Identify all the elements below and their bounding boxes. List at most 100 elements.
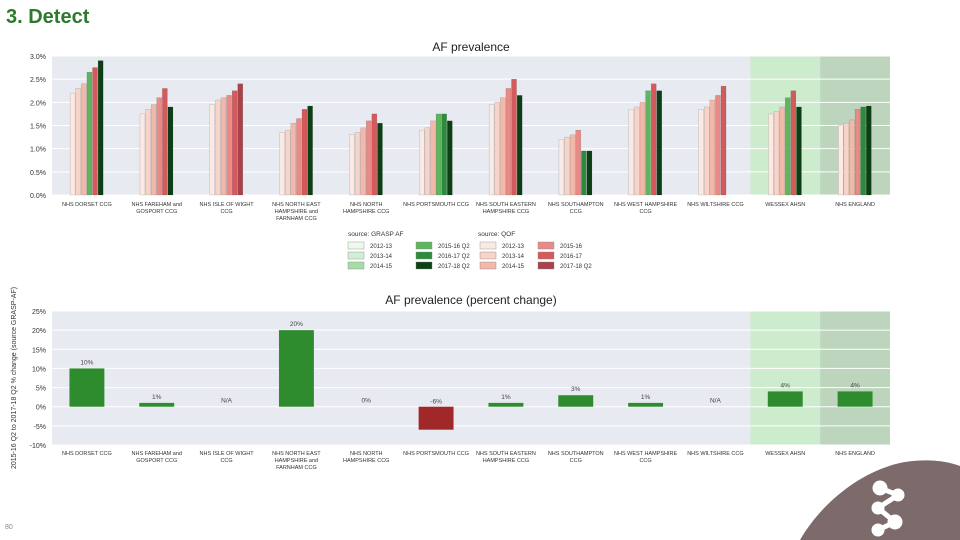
highlight-band [750, 311, 821, 445]
category-label: HAMPSHIRE and [275, 209, 318, 215]
data-label: 10% [80, 359, 93, 366]
y-tick-label: 2.5% [30, 77, 46, 84]
legend-label: 2014-15 [502, 264, 525, 270]
y-tick-label: 1.0% [30, 147, 46, 154]
percent-change-chart: -10% -5% 0% 5% 10% 15% 20% 25% AF prevalence (pe… [11, 287, 890, 471]
bar [278, 330, 314, 407]
data-label: 1% [152, 394, 162, 401]
y-tick-label: -10% [30, 443, 46, 450]
bar [167, 106, 174, 196]
bar [779, 106, 785, 196]
bar [419, 129, 425, 196]
bar [564, 136, 570, 196]
prevalence-chart: 0.0% 0.5% 1.0% 1.5% 2.0% 2.5% 3.0% AF prevalenc… [30, 40, 890, 270]
bar [371, 113, 378, 196]
bar [866, 105, 872, 196]
bar [650, 83, 657, 196]
legend-label: 2016-17 Q2 [438, 254, 470, 260]
y-tick-label: 25% [32, 309, 46, 316]
y-tick-label: 1.5% [30, 124, 46, 131]
bar [447, 120, 453, 196]
legend-swatch [347, 261, 365, 270]
bar [237, 83, 243, 196]
category-label: NHS NORTH [350, 451, 383, 457]
bar [767, 391, 803, 407]
data-label: 3% [571, 386, 581, 393]
data-label: N/A [221, 398, 233, 405]
bar [709, 99, 716, 196]
legend-label: 2013-14 [370, 254, 393, 260]
bar [81, 83, 87, 196]
bar [720, 85, 727, 196]
category-label: NHS WILTSHIRE CCG [687, 451, 743, 457]
data-label: 4% [781, 382, 791, 389]
category-label: HAMPSHIRE CCG [483, 458, 529, 464]
bar [145, 109, 151, 196]
bar [488, 402, 524, 407]
bar [215, 99, 221, 196]
legend-swatch [415, 251, 433, 260]
footer-shape [800, 460, 960, 540]
bar [441, 113, 447, 196]
category-label: CCG [220, 458, 232, 464]
data-label: -6% [430, 399, 442, 406]
legend-swatch [347, 251, 365, 260]
y-tick-label: 0.0% [30, 193, 46, 200]
bar [377, 122, 383, 196]
bar [150, 104, 157, 196]
legend-header-grasp: source: GRASP AF [348, 231, 404, 238]
bar [86, 72, 93, 196]
y-tick-label: 5% [36, 386, 46, 393]
bar [500, 97, 506, 196]
category-label: HAMPSHIRE CCG [483, 209, 529, 215]
bar [628, 402, 664, 407]
legend-label: 2012-13 [502, 244, 525, 250]
bar [575, 129, 581, 196]
bar [837, 391, 873, 407]
category-label: NHS DORSET CCG [62, 451, 112, 457]
bar [366, 120, 372, 196]
bar [430, 120, 436, 196]
bar [558, 395, 594, 407]
bar [418, 406, 454, 430]
data-label: N/A [710, 398, 722, 405]
category-label: NHS NORTH EAST [272, 451, 321, 457]
category-label: WESSEX AHSN [765, 202, 805, 208]
bar [715, 95, 721, 196]
category-label: NHS SOUTH EASTERN [476, 451, 536, 457]
data-label: 1% [641, 394, 651, 401]
bar [354, 132, 361, 196]
legend-swatch [537, 241, 555, 250]
bar [581, 150, 587, 196]
bar [290, 122, 297, 196]
bar [634, 106, 640, 196]
legend-label: 2012-13 [370, 244, 393, 250]
chart-title: AF prevalence [432, 40, 510, 54]
y-tick-label: 2.0% [30, 100, 46, 107]
category-label: NHS PORTSMOUTH CCG [403, 202, 469, 208]
data-label: 20% [290, 321, 303, 328]
category-label: NHS ENGLAND [835, 202, 875, 208]
bar [785, 97, 791, 196]
category-label: CCG [570, 209, 582, 215]
data-label: 1% [501, 394, 511, 401]
category-label: NHS WEST HAMPSHIRE [614, 202, 677, 208]
y-axis-label: 2015-16 Q2 to 2017-18 Q2 % change (sourc… [11, 287, 18, 469]
category-label: HAMPSHIRE CCG [343, 458, 389, 464]
y-tick-label: -5% [34, 424, 46, 431]
category-label: NHS ISLE OF WIGHT [200, 202, 255, 208]
bar [704, 106, 710, 196]
legend-label: 2015-16 [560, 244, 583, 250]
category-label: NHS NORTH EAST [272, 202, 321, 208]
category-label: CCG [570, 458, 582, 464]
category-label: NHS SOUTHAMPTON [548, 202, 604, 208]
legend-swatch [479, 261, 497, 270]
legend-label: 2016-17 [560, 254, 583, 260]
bar [698, 109, 704, 196]
category-label: NHS SOUTH EASTERN [476, 202, 536, 208]
legend-swatch [347, 241, 365, 250]
bar [773, 111, 780, 196]
category-label: NHS FAREHAM and [132, 202, 182, 208]
legend-label: 2013-14 [502, 254, 525, 260]
legend-swatch [537, 251, 555, 260]
